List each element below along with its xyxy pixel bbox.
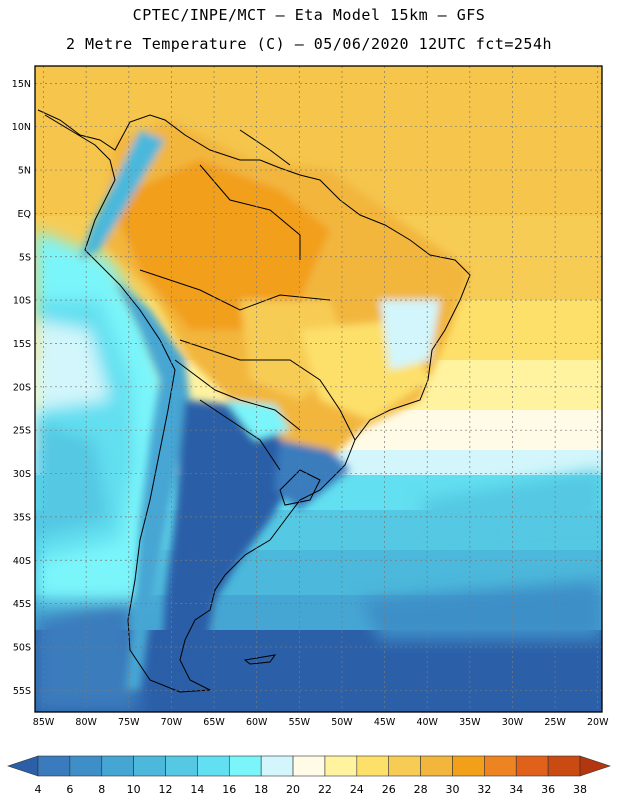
legend-value: 34 <box>509 783 523 796</box>
longitude-label: 70W <box>161 717 183 728</box>
longitude-labels: 85W 80W 75W 70W 65W 60W 55W 50W 45W 40W 35W 30W 25W 2… <box>33 717 609 728</box>
legend-swatch <box>515 755 549 777</box>
latitude-label: 15N <box>12 79 31 90</box>
longitude-label: 45W <box>374 717 396 728</box>
longitude-label: 30W <box>502 717 524 728</box>
legend-value: 26 <box>382 783 396 796</box>
color-legend: 4 6 8 10 12 14 16 18 20 22 24 26 28 30 32 34 36 38 <box>7 755 611 796</box>
latitude-label: 50S <box>13 642 31 653</box>
legend-swatch <box>324 755 358 777</box>
legend-value: 24 <box>350 783 364 796</box>
map-title-line-1: CPTEC/INPE/MCT – Eta Model 15km – GFS <box>132 6 486 24</box>
longitude-label: 40W <box>416 717 438 728</box>
latitude-labels: 15N 10N 5N EQ 5S 10S 15S 20S 25S 30S 35S 40S 45S 50S 5… <box>12 79 31 697</box>
legend-value: 8 <box>98 783 105 796</box>
longitude-label: 50W <box>331 717 353 728</box>
legend-swatch <box>69 755 103 777</box>
longitude-label: 80W <box>75 717 97 728</box>
longitude-label: 35W <box>459 717 481 728</box>
longitude-label: 60W <box>246 717 268 728</box>
map-title-line-2: 2 Metre Temperature (C) – 05/06/2020 12U… <box>65 35 553 53</box>
longitude-label: 55W <box>289 717 311 728</box>
legend-swatch <box>420 755 453 777</box>
legend-swatch <box>356 755 390 777</box>
latitude-label: 20S <box>13 382 31 393</box>
legend-value: 10 <box>127 783 141 796</box>
legend-value: 14 <box>190 783 204 796</box>
temperature-field <box>35 66 602 712</box>
legend-value: 22 <box>318 783 332 796</box>
legend-swatch <box>228 755 262 777</box>
legend-swatch <box>452 755 485 777</box>
legend-value: 20 <box>286 783 300 796</box>
legend-arrow-low <box>7 755 39 777</box>
latitude-label: 45S <box>13 599 31 610</box>
latitude-label: 15S <box>13 339 31 350</box>
legend-value: 32 <box>477 783 491 796</box>
longitude-label: 75W <box>118 717 140 728</box>
longitude-label: 25W <box>544 717 566 728</box>
legend-swatch <box>133 755 166 777</box>
legend-swatch <box>101 755 134 777</box>
legend-value: 18 <box>254 783 268 796</box>
latitude-label: 5N <box>18 166 31 177</box>
legend-swatch <box>165 755 198 777</box>
latitude-label: 35S <box>13 512 31 523</box>
legend-value: 4 <box>35 783 42 796</box>
latitude-label: 40S <box>13 556 31 567</box>
legend-swatch <box>292 755 326 777</box>
map-frame <box>34 65 603 713</box>
legend-value: 38 <box>573 783 587 796</box>
latitude-label: 55S <box>13 686 31 697</box>
legend-swatch <box>37 755 71 777</box>
legend-arrow-high <box>579 755 611 777</box>
legend-value: 16 <box>222 783 236 796</box>
legend-swatch <box>484 755 517 777</box>
legend-swatch <box>197 755 230 777</box>
legend-value: 6 <box>66 783 73 796</box>
legend-swatch <box>388 755 421 777</box>
latitude-label: 10S <box>13 296 31 307</box>
coastline <box>37 109 471 693</box>
legend-value: 30 <box>445 783 459 796</box>
legend-value: 28 <box>414 783 428 796</box>
latitude-label: EQ <box>18 209 31 220</box>
latitude-label: 30S <box>13 469 31 480</box>
longitude-label: 85W <box>33 717 55 728</box>
latitude-label: 10N <box>12 122 31 133</box>
legend-swatch <box>547 755 581 777</box>
longitude-label: 65W <box>203 717 225 728</box>
legend-swatch <box>260 755 294 777</box>
latitude-label: 5S <box>19 252 31 263</box>
legend-value: 12 <box>159 783 173 796</box>
longitude-label: 20W <box>587 717 609 728</box>
legend-value: 36 <box>541 783 555 796</box>
latitude-label: 25S <box>13 426 31 437</box>
